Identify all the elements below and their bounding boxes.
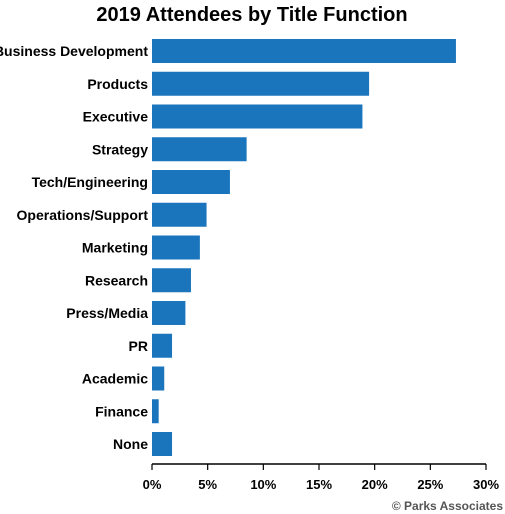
x-tick-label: 0% (143, 477, 162, 492)
x-tick-label: 5% (198, 477, 217, 492)
bar-7 (152, 268, 191, 293)
chart-title: 2019 Attendees by Title Function (96, 4, 407, 26)
category-label: None (113, 436, 148, 452)
bar-3 (152, 137, 247, 162)
bar-2 (152, 104, 363, 129)
category-label: Finance (95, 403, 148, 419)
x-tick-label: 20% (362, 477, 388, 492)
bar-9 (152, 333, 173, 358)
category-label: Products (87, 76, 148, 92)
bar-10 (152, 366, 165, 391)
category-label: Marketing (82, 240, 148, 256)
category-label: Research (85, 272, 148, 288)
x-tick-label: 10% (250, 477, 276, 492)
category-label: Business Development (0, 43, 148, 59)
bar-1 (152, 71, 370, 96)
bar-5 (152, 202, 207, 227)
bar-4 (152, 170, 230, 194)
category-label: PR (129, 338, 148, 354)
category-label: Strategy (92, 141, 148, 157)
bar-0 (152, 39, 456, 63)
bar-11 (152, 399, 159, 424)
bars-group (152, 39, 456, 456)
x-axis-ticks: 0% 5% 10% 15% 20% 25% 30% (143, 464, 499, 492)
bar-8 (152, 301, 186, 325)
category-label: Executive (83, 109, 149, 125)
x-tick-label: 30% (473, 477, 499, 492)
x-tick-label: 15% (306, 477, 332, 492)
category-label: Tech/Engineering (32, 174, 148, 190)
category-labels: Business Development Products Executive Str… (0, 43, 148, 452)
credit-text: © Parks Associates (392, 499, 503, 513)
category-label: Press/Media (66, 305, 148, 321)
bar-12 (152, 432, 173, 456)
category-label: Operations/Support (17, 207, 149, 223)
bar-6 (152, 235, 200, 260)
category-label: Academic (82, 371, 148, 387)
x-tick-label: 25% (417, 477, 443, 492)
